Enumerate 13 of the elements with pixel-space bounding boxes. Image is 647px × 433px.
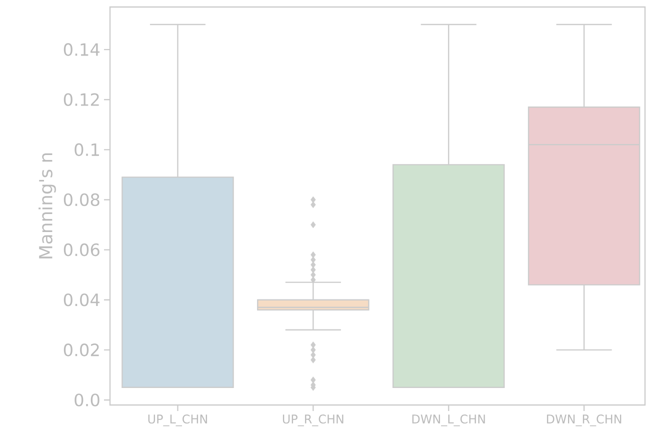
x-tick-label: DWN_R_CHN	[546, 414, 622, 426]
y-tick-label: 0.04	[64, 293, 100, 306]
y-tick-label: 0.08	[64, 193, 100, 206]
y-axis-title: Manning's n	[38, 153, 56, 258]
x-tick-label: UP_R_CHN	[282, 414, 344, 426]
y-tick-label: 0.06	[64, 243, 100, 256]
y-tick-label: 0.02	[64, 344, 99, 356]
y-tick-label: 0.12	[64, 93, 99, 106]
y-tick-label: 0.0	[74, 394, 100, 406]
y-tick-label: 0.1	[74, 143, 99, 156]
y-tick-label: 0.14	[64, 43, 100, 56]
x-tick-label: UP_L_CHN	[148, 414, 207, 426]
x-tick-label: DWN_L_CHN	[412, 414, 485, 426]
